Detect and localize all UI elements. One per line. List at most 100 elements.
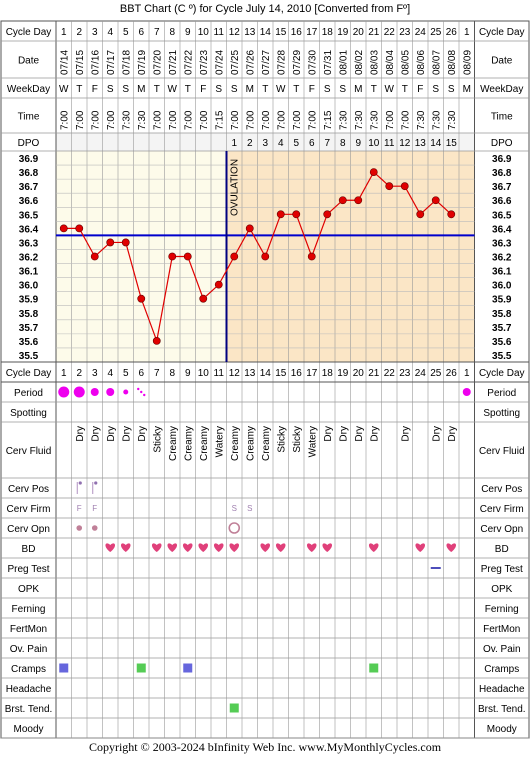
cycle-day-label: 7 (154, 27, 160, 38)
cycle-day-label: 1 (61, 368, 67, 379)
row-label-cycle-left: Cycle Day (6, 27, 52, 38)
row-label-cerv_firm-left: Cerv Firm (7, 504, 51, 515)
bd-heart (167, 543, 178, 552)
bd-heart (260, 543, 271, 552)
dpo-label: 4 (278, 138, 284, 149)
weekday-label: M (246, 84, 254, 95)
weekday-label: S (324, 84, 331, 95)
date-label: 07/24 (214, 50, 225, 75)
y-tick-label-left: 36.0 (19, 281, 39, 292)
row-label-ov_pain-right: Ov. Pain (483, 644, 521, 655)
cycle-day-label: 2 (76, 27, 82, 38)
bd-heart (322, 543, 333, 552)
pre-ovulation-background (56, 151, 227, 362)
weekday-label: S (339, 84, 346, 95)
date-label: 07/16 (90, 50, 101, 75)
row-label-bd-left: BD (22, 544, 36, 555)
cycle-day-label: 5 (123, 27, 129, 38)
cycle-day-label: 13 (244, 27, 256, 38)
y-tick-label-left: 36.1 (19, 267, 39, 278)
temperature-point (354, 196, 363, 205)
weekday-label: F (417, 84, 423, 95)
y-tick-label-left: 36.9 (19, 154, 39, 165)
cerv-fluid-label: Dry (338, 426, 349, 442)
row-label-fertmon-right: FertMon (483, 624, 520, 635)
time-label: 7:00 (152, 110, 163, 130)
row-label-spotting-right: Spotting (483, 408, 520, 419)
row-label-ferning-left: Ferning (12, 604, 46, 615)
y-tick-label-right: 36.2 (492, 253, 512, 264)
date-label: 08/07 (431, 50, 442, 75)
time-label: 7:15 (323, 110, 334, 130)
date-label: 07/31 (323, 50, 334, 75)
row-label-bd-right: BD (495, 544, 509, 555)
y-tick-label-left: 35.5 (19, 351, 39, 362)
bd-heart (415, 543, 426, 552)
y-tick-label-right: 36.0 (492, 281, 512, 292)
copyright-text: Copyright © 2003-2024 bInfinity Web Inc.… (89, 740, 442, 754)
weekday-label: T (154, 84, 160, 95)
row-label-preg_test-left: Preg Test (7, 564, 49, 575)
y-tick-label-left: 36.3 (19, 238, 39, 249)
row-label-opk-right: OPK (491, 584, 512, 595)
weekday-label: F (92, 84, 98, 95)
cycle-day-label: 1 (464, 368, 470, 379)
y-tick-label-right: 36.7 (492, 182, 512, 193)
time-label: 7:00 (75, 110, 86, 130)
row-label-cerv_fluid-left: Cerv Fluid (6, 446, 52, 457)
time-label: 7:00 (385, 110, 396, 130)
cycle-day-label: 4 (107, 368, 113, 379)
cycle-day-label: 3 (92, 27, 98, 38)
time-label: 7:00 (183, 110, 194, 130)
temperature-point (307, 252, 316, 261)
time-label: 7:00 (230, 110, 241, 130)
row-label-cerv_pos-left: Cerv Pos (8, 484, 49, 495)
temperature-point (214, 280, 223, 289)
y-tick-label-right: 36.4 (492, 224, 512, 235)
temperature-point (245, 224, 254, 233)
cycle-day-label: 21 (368, 368, 380, 379)
date-label: 08/01 (338, 50, 349, 75)
row-label-headache-right: Headache (479, 684, 525, 695)
row-label-wd-left: WeekDay (7, 84, 50, 95)
weekday-label: F (309, 84, 315, 95)
ovulation-label: OVULATION (230, 159, 241, 216)
cycle-day-label: 7 (154, 368, 160, 379)
cycle-day-label: 22 (384, 368, 396, 379)
cycle-day-label: 14 (260, 27, 272, 38)
cycle-day-label: 23 (399, 27, 411, 38)
cycle-day-label: 21 (368, 27, 380, 38)
cycle-day-label: 8 (169, 27, 175, 38)
y-tick-label-left: 35.7 (19, 323, 39, 334)
row-label-ov_pain-left: Ov. Pain (10, 644, 48, 655)
y-tick-label-right: 35.7 (492, 323, 512, 334)
bd-heart (275, 543, 286, 552)
cycle-day-label: 16 (291, 27, 303, 38)
row-label-cerv_opn-left: Cerv Opn (7, 524, 50, 535)
date-label: 07/28 (276, 50, 287, 75)
cerv-pos-mark (94, 481, 98, 485)
y-tick-label-right: 35.8 (492, 309, 512, 320)
time-label: 7:00 (90, 110, 101, 130)
period-spot (143, 393, 146, 397)
bd-heart (306, 543, 317, 552)
cerv-fluid-label: Dry (90, 426, 101, 442)
period-dot (123, 389, 129, 395)
dpo-label: 14 (430, 138, 442, 149)
dpo-label: 11 (384, 138, 395, 149)
cerv-fluid-label: Dry (369, 426, 380, 442)
y-tick-label-left: 36.4 (19, 224, 39, 235)
date-label: 07/22 (183, 50, 194, 75)
cerv-fluid-label: Dry (323, 426, 334, 442)
cycle-day-label: 15 (275, 368, 287, 379)
temperature-point (230, 252, 239, 261)
row-label-spotting-left: Spotting (10, 408, 47, 419)
weekday-label: S (432, 84, 439, 95)
row-label-dpo-right: DPO (491, 138, 513, 149)
cramps-mark (369, 663, 379, 673)
row-label-time-left: Time (18, 112, 40, 123)
cycle-day-label: 19 (337, 27, 349, 38)
temperature-point (106, 238, 115, 247)
row-label-cycle-bottom-right: Cycle Day (479, 368, 525, 379)
